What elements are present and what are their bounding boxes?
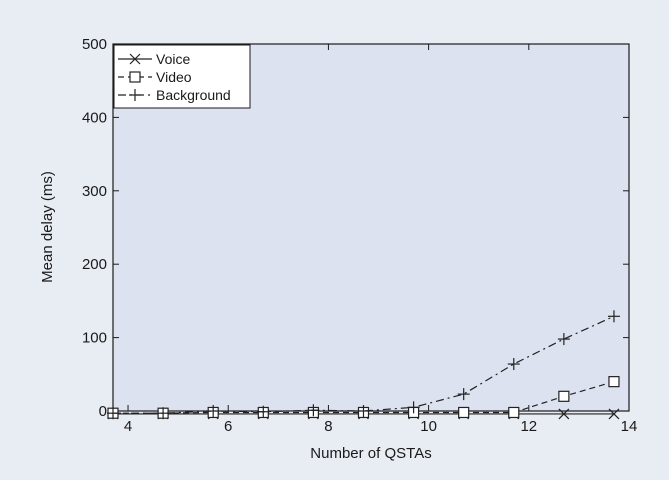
data-point-video xyxy=(458,406,470,419)
y-tick-label: 400 xyxy=(82,109,107,126)
x-axis-label: Number of QSTAs xyxy=(310,445,431,462)
y-tick-label: 0 xyxy=(99,403,107,420)
data-point-voice xyxy=(558,408,570,420)
legend-label-video: Video xyxy=(156,69,192,85)
data-point-background xyxy=(407,401,420,414)
y-tick-label: 100 xyxy=(82,330,107,347)
x-tick-label: 4 xyxy=(124,418,132,435)
x-tick-label: 8 xyxy=(324,418,332,435)
data-point-background xyxy=(457,388,470,401)
y-axis-label: Mean delay (ms) xyxy=(39,171,56,283)
legend: Voice Video Background xyxy=(113,44,251,109)
x-tick-label: 12 xyxy=(520,418,537,435)
legend-label-voice: Voice xyxy=(156,51,190,67)
data-point-background xyxy=(257,405,270,418)
x-axis-ticks: 4 6 8 10 12 14 xyxy=(124,44,637,435)
series-layer xyxy=(107,310,620,420)
data-point-background xyxy=(207,405,220,417)
y-tick-label: 300 xyxy=(82,183,107,200)
y-tick-label: 200 xyxy=(82,256,107,273)
legend-marker-video xyxy=(129,71,141,83)
x-tick-label: 14 xyxy=(621,418,638,435)
data-point-background xyxy=(157,407,170,420)
y-tick-label: 500 xyxy=(82,36,107,53)
legend-label-background: Background xyxy=(156,87,231,103)
data-point-video xyxy=(558,390,570,402)
data-point-background xyxy=(357,405,370,417)
data-point-background xyxy=(557,333,570,346)
data-point-background xyxy=(507,358,520,371)
legend-marker-voice xyxy=(129,53,141,65)
data-point-video xyxy=(508,406,520,419)
data-point-background xyxy=(607,310,620,323)
x-tick-label: 10 xyxy=(420,418,437,435)
data-point-background xyxy=(107,407,119,420)
x-tick-label: 6 xyxy=(224,418,232,435)
data-point-voice xyxy=(608,408,620,420)
y-axis-ticks: 0 100 200 300 400 500 xyxy=(82,36,629,420)
legend-marker-background xyxy=(129,89,141,101)
data-point-video xyxy=(608,376,620,388)
data-point-background xyxy=(307,404,320,417)
